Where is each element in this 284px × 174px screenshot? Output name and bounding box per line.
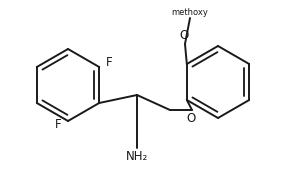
Text: F: F (54, 118, 61, 132)
Text: O: O (186, 112, 196, 125)
Text: O: O (179, 29, 189, 42)
Text: NH₂: NH₂ (126, 150, 148, 163)
Text: F: F (106, 57, 113, 69)
Text: methoxy: methoxy (172, 8, 208, 17)
